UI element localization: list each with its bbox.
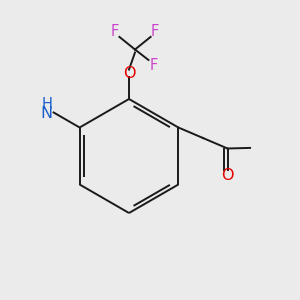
Text: F: F — [151, 24, 159, 39]
Text: F: F — [111, 24, 119, 39]
Text: O: O — [123, 66, 135, 81]
Text: F: F — [149, 58, 158, 73]
Text: N: N — [40, 106, 53, 122]
Text: O: O — [221, 168, 233, 183]
Text: H: H — [42, 97, 53, 112]
